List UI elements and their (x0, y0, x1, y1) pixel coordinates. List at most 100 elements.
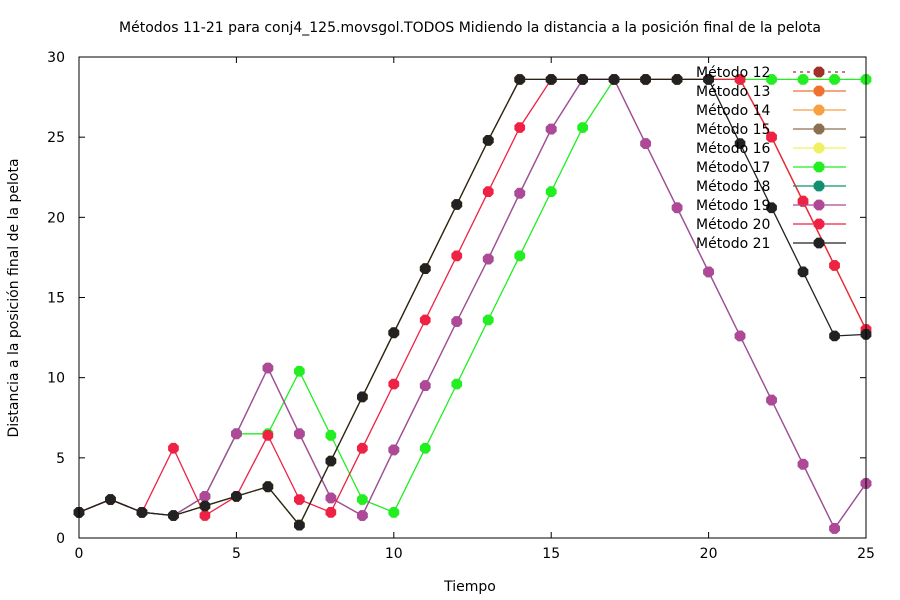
legend-label: Método 21 (696, 236, 770, 252)
data-point (419, 442, 431, 454)
legend-item: Método 20 (696, 217, 846, 233)
data-point (419, 380, 431, 391)
legend-item: Método 13 (696, 84, 846, 100)
data-point (703, 266, 714, 278)
chart-title: Métodos 11-21 para conj4_125.movsgol.TOD… (119, 20, 821, 36)
legend-item: Método 19 (696, 198, 846, 214)
legend-item: Método 16 (696, 141, 846, 157)
data-point (514, 122, 526, 133)
x-tick-label: 20 (700, 546, 718, 562)
data-point (168, 510, 179, 521)
data-point (514, 74, 526, 85)
data-point (766, 394, 777, 406)
data-point (671, 202, 683, 214)
data-point (829, 330, 840, 342)
legend-item: Método 12 (696, 65, 846, 81)
legend-marker (813, 66, 825, 78)
legend-label: Método 17 (696, 160, 770, 176)
y-tick-label: 25 (47, 130, 65, 146)
data-point (797, 74, 809, 85)
data-point (388, 327, 400, 339)
data-point (451, 250, 463, 262)
data-point (671, 74, 683, 85)
y-tick-label: 0 (56, 531, 65, 547)
data-point (514, 187, 526, 199)
data-point (325, 455, 337, 467)
plot-frame (78, 56, 867, 539)
data-point (545, 123, 557, 135)
y-tick-label: 10 (47, 371, 65, 387)
data-point (451, 378, 463, 390)
data-point (734, 330, 746, 342)
data-point (294, 494, 305, 505)
y-tick-label: 20 (47, 210, 65, 226)
data-point (482, 186, 494, 197)
data-point (829, 260, 840, 271)
data-point (766, 202, 777, 214)
x-axis-label: Tiempo (443, 579, 496, 595)
data-point (797, 266, 809, 278)
data-point (388, 378, 400, 390)
x-tick-label: 0 (75, 546, 84, 562)
legend-marker (813, 85, 825, 97)
data-point (766, 74, 777, 85)
legend-marker (813, 180, 825, 192)
legend-label: Método 13 (696, 84, 770, 100)
data-point (608, 74, 620, 85)
data-point (482, 135, 494, 146)
data-point (545, 74, 557, 85)
legend-label: Método 15 (696, 122, 770, 138)
data-point (640, 74, 651, 85)
data-point (294, 519, 305, 531)
legend-label: Método 14 (696, 103, 771, 119)
x-tick-label: 25 (857, 546, 875, 562)
legend-marker (813, 123, 825, 135)
data-point (514, 250, 526, 262)
data-point (734, 138, 746, 149)
data-point (357, 510, 368, 521)
legend-marker (813, 104, 825, 116)
legend-item: Método 15 (696, 122, 846, 138)
x-tick-label: 15 (542, 546, 560, 562)
series-layer (73, 74, 872, 534)
data-point (829, 74, 840, 85)
legend-marker (813, 142, 825, 154)
legend: Método 12 Método 13 Método 14 Método 15 Méto… (696, 65, 846, 252)
data-point (199, 500, 211, 512)
legend-label: Método 12 (696, 65, 770, 81)
data-point (797, 458, 809, 470)
data-point (577, 74, 588, 85)
legend-item: Método 18 (696, 179, 846, 195)
legend-marker (813, 218, 825, 230)
data-point (545, 186, 557, 197)
legend-item: Método 21 (696, 236, 846, 252)
data-point (262, 362, 274, 374)
data-point (482, 253, 494, 265)
data-point (388, 444, 400, 456)
y-axis-label: Distancia a la posición final de la pelo… (6, 158, 22, 437)
legend-marker (813, 161, 825, 173)
y-tick-label: 15 (47, 291, 65, 307)
x-tick-label: 10 (385, 546, 403, 562)
legend-label: Método 19 (696, 198, 770, 214)
data-point (419, 314, 431, 326)
data-point (482, 314, 494, 326)
data-point (357, 391, 368, 403)
x-tick-label: 5 (232, 546, 241, 562)
data-point (829, 523, 840, 534)
data-point (797, 195, 809, 207)
data-point (325, 430, 337, 441)
data-point (294, 428, 305, 440)
data-point (231, 428, 242, 440)
data-point (766, 131, 777, 143)
data-point (168, 442, 179, 454)
data-point (199, 491, 211, 502)
data-point (199, 510, 211, 521)
data-point (703, 74, 714, 85)
data-point (734, 74, 746, 85)
y-tick-label: 30 (47, 50, 65, 66)
legend-marker (813, 199, 825, 211)
data-point (262, 430, 274, 441)
data-point (325, 492, 337, 504)
